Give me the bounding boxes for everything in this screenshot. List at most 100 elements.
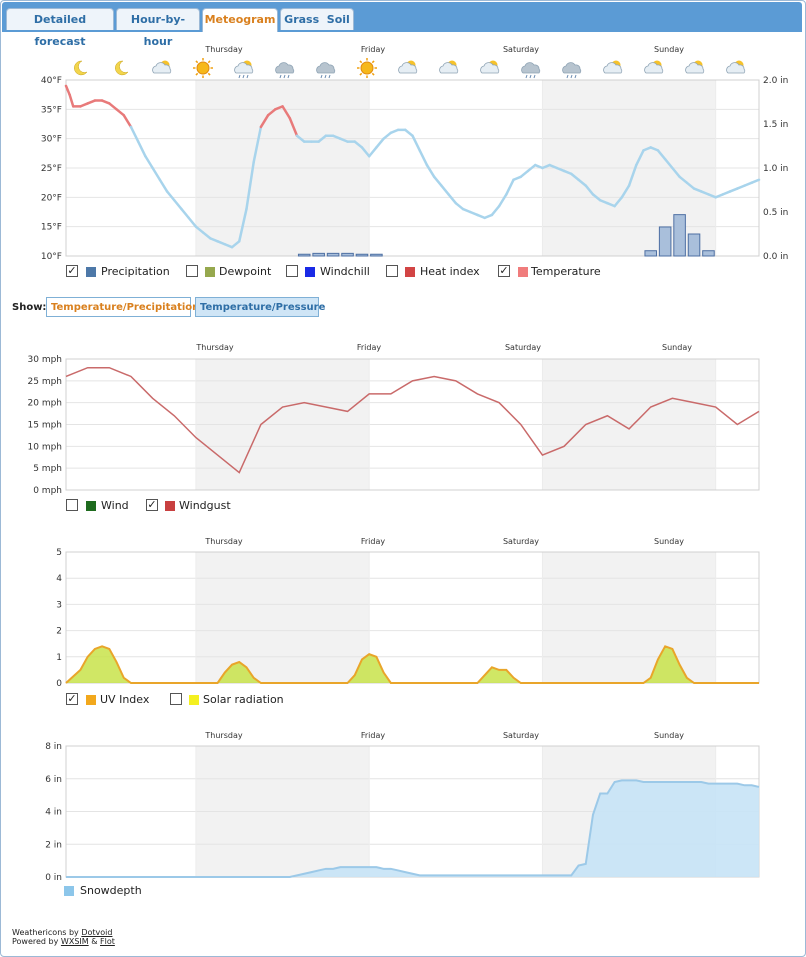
temperature-segment <box>238 207 248 243</box>
temperature-segment <box>187 216 198 228</box>
snowdepth-swatch <box>64 886 74 896</box>
sun-icon <box>193 58 213 78</box>
temperature-segment <box>108 102 118 111</box>
temperature-segment <box>79 102 89 108</box>
day-label: Sunday <box>654 731 684 740</box>
temperature-segment <box>635 149 645 167</box>
temperature-segment <box>194 225 205 234</box>
solar-radiation-checkbox[interactable] <box>170 693 182 705</box>
temperature-segment <box>526 163 537 173</box>
temperature-segment <box>115 108 125 117</box>
wind-checkbox[interactable] <box>66 499 78 511</box>
y-tick-label: 5 mph <box>33 464 62 474</box>
precip-bar <box>702 250 715 257</box>
temperature-segment <box>584 184 595 196</box>
temperature-pressure-button[interactable]: Temperature/Pressure <box>195 297 325 317</box>
temperature-segment <box>750 178 761 184</box>
temperature-segment <box>252 125 263 164</box>
legend-label: Temperature <box>531 265 601 278</box>
temperature-segment <box>620 184 631 199</box>
temperature-segment <box>100 99 111 105</box>
y-tick-label: 5 <box>56 548 62 558</box>
legend-label: Precipitation <box>101 265 170 278</box>
temperature-precipitation-button[interactable]: Temperature/Precipitation <box>46 297 199 317</box>
precip-bar <box>644 250 657 257</box>
temperature-segment <box>541 163 551 170</box>
y2-tick-label: 0.0 in <box>763 252 788 262</box>
precip-bar <box>673 214 686 257</box>
y-tick-label: 10°F <box>41 252 62 262</box>
moon-icon <box>115 60 129 76</box>
tab-detailed-forecast[interactable]: Detailed forecast <box>6 8 114 48</box>
temperature-segment <box>173 199 183 211</box>
legend-label: Solar radiation <box>203 693 284 706</box>
temperature-segment <box>714 193 725 199</box>
temperature-segment <box>295 134 306 143</box>
plot-border <box>65 79 760 257</box>
temperature-segment <box>367 146 378 158</box>
temperature-swatch <box>518 267 528 277</box>
y-tick-label: 0 <box>56 679 62 689</box>
temperature-segment <box>151 166 162 181</box>
temperature-segment <box>700 190 710 196</box>
y-tick-label: 10 mph <box>28 442 63 452</box>
partly-cloudy-icon <box>152 60 172 74</box>
uv-index-checkbox[interactable]: ✓ <box>66 692 78 705</box>
temperature-segment <box>512 175 523 181</box>
precipitation-checkbox[interactable]: ✓ <box>66 264 78 277</box>
y-tick-label: 1 <box>56 653 62 663</box>
precip-bar <box>355 253 369 257</box>
ampersand: & <box>91 937 98 946</box>
y-tick-label: 0 mph <box>33 486 62 496</box>
day-label: Friday <box>361 45 386 54</box>
temperature-segment <box>721 190 732 196</box>
y-tick-label: 0 in <box>45 873 62 883</box>
precipitation-swatch <box>86 267 96 277</box>
night-band <box>542 552 716 683</box>
wxsim-link[interactable]: WXSIM <box>60 937 89 946</box>
tab-hour-by-hour[interactable]: Hour-by-hour <box>116 8 200 48</box>
cloud-snow-icon <box>521 62 541 79</box>
temperature-segment <box>339 137 349 143</box>
windchill-checkbox[interactable] <box>286 265 298 277</box>
cloud-sun-icon <box>234 60 254 79</box>
heat-index-checkbox[interactable] <box>386 265 398 277</box>
temperature-segment <box>331 134 342 140</box>
windgust-checkbox[interactable]: ✓ <box>146 498 158 511</box>
dewpoint-swatch <box>205 267 215 277</box>
partly-cloudy-icon <box>726 60 746 74</box>
temperature-segment <box>375 137 385 149</box>
temperature-segment <box>656 149 667 161</box>
cloud-rain-icon <box>275 62 295 79</box>
tab-meteogram[interactable]: Meteogram <box>202 8 278 32</box>
day-label: Thursday <box>195 343 233 352</box>
day-label: Thursday <box>204 731 242 740</box>
legend-label: Wind <box>101 499 129 512</box>
temperature-checkbox[interactable]: ✓ <box>498 264 510 277</box>
temperature-segment <box>317 134 328 143</box>
temperature-segment <box>663 157 674 170</box>
precip-bar <box>312 252 325 257</box>
temperature-segment <box>230 240 241 249</box>
plot-border <box>65 358 760 491</box>
temperature-segment <box>598 199 609 205</box>
legend-label: Snowdepth <box>80 884 142 897</box>
precip-bar <box>341 252 354 257</box>
temperature-segment <box>562 169 573 176</box>
legend-label: Windchill <box>320 265 370 278</box>
temperature-segment <box>360 146 371 158</box>
y-tick-label: 25°F <box>41 164 62 174</box>
wind-legend: Wind ✓ Windgust <box>66 498 366 514</box>
temperature-segment <box>122 113 133 129</box>
tab-grass-soil[interactable]: Grass Soil <box>280 8 354 30</box>
moon-icon <box>74 60 88 76</box>
temperature-segment <box>671 166 681 179</box>
precip-bar <box>297 253 311 257</box>
dotvoid-link[interactable]: Dotvoid <box>81 928 113 937</box>
flot-link[interactable]: Flot <box>100 937 115 946</box>
temperature-segment <box>411 134 421 152</box>
temperature-segment <box>497 193 508 208</box>
dewpoint-checkbox[interactable] <box>186 265 198 277</box>
temperature-segment <box>129 125 140 143</box>
day-label: Saturday <box>505 343 541 352</box>
